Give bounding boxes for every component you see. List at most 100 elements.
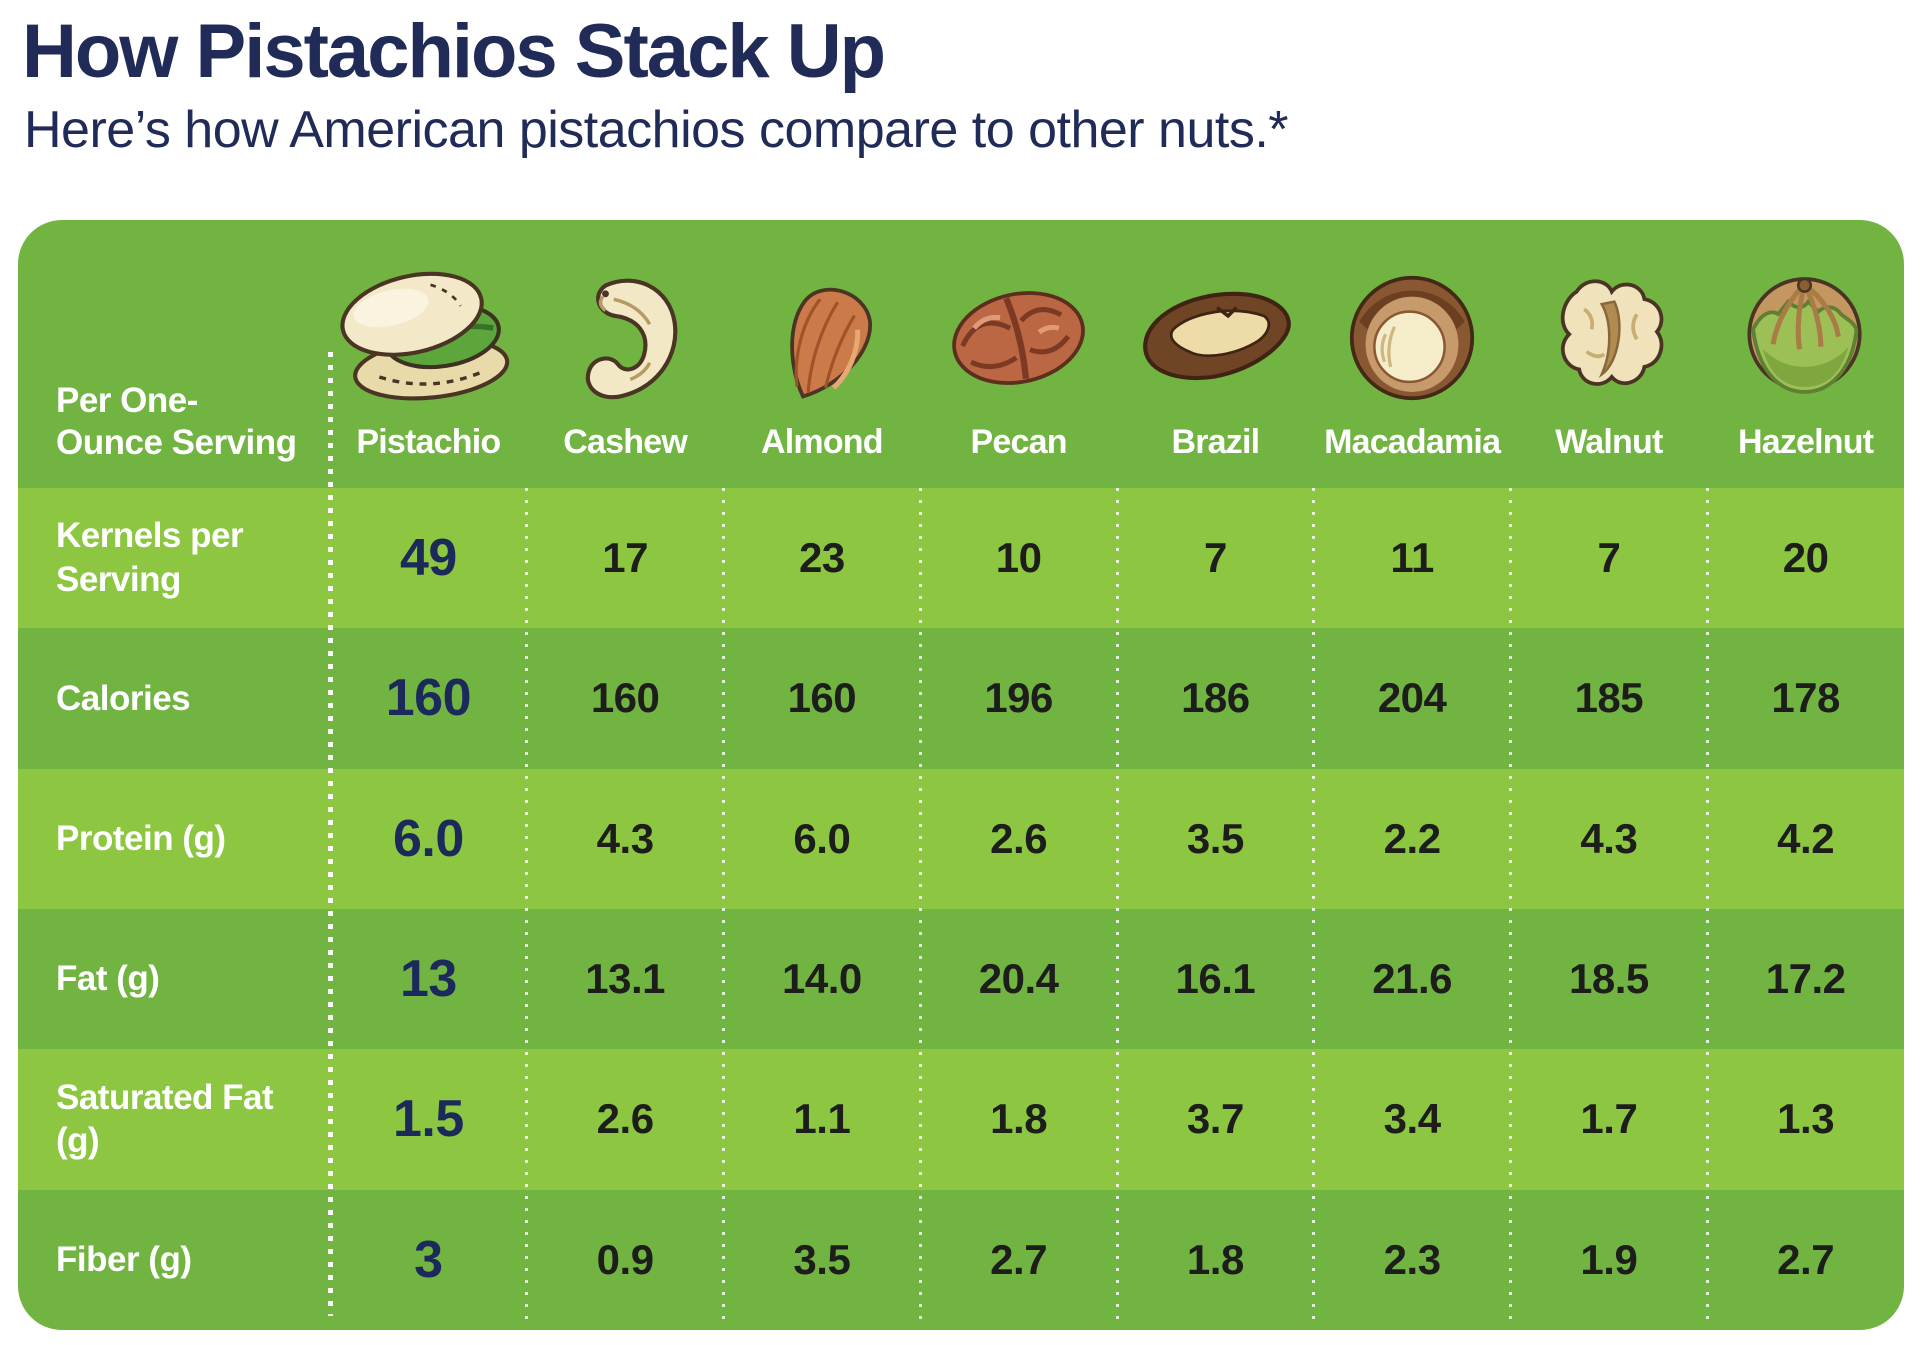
corner-label-line2: Ounce Serving: [56, 423, 297, 462]
cell-value: 160: [590, 674, 660, 722]
column-header-cashew: Cashew: [527, 220, 724, 488]
table-cell: 14.0: [724, 909, 921, 1049]
table-row-fat: Fat (g) 13 13.1 14.0 20.4 16.1 21.6 18.5…: [18, 908, 1904, 1050]
cell-value: 3.5: [793, 1235, 851, 1283]
cell-value: 2.7: [990, 1235, 1048, 1283]
column-header-pecan: Pecan: [920, 220, 1117, 488]
cell-value: 1.8: [990, 1095, 1048, 1143]
cell-value: 178: [1771, 674, 1840, 722]
cell-value: 204: [1377, 674, 1447, 722]
cell-value: 21.6: [1372, 955, 1452, 1003]
row-label-line: Saturated Fat: [56, 1077, 274, 1117]
table-cell: 17: [527, 488, 724, 628]
column-label: Brazil: [1171, 423, 1260, 461]
cell-value: 7: [1203, 534, 1227, 582]
table-cell: 2.2: [1314, 769, 1511, 909]
table-cell: 0.9: [527, 1190, 724, 1330]
table-row-fiber: Fiber (g) 3 0.9 3.5 2.7 1.8 2.3 1.9 2.7: [18, 1189, 1904, 1330]
table-cell: 3.5: [724, 1190, 921, 1330]
row-label: Kernels per Serving: [18, 488, 330, 628]
table-cell: 160: [527, 628, 724, 768]
cell-value: 23: [799, 534, 845, 582]
row-label: Protein (g): [18, 769, 330, 909]
row-label-line: Kernels per: [56, 516, 244, 556]
column-label: Walnut: [1555, 423, 1663, 461]
pecan-icon: [937, 255, 1100, 407]
cell-value: 160: [787, 674, 857, 722]
table-cell: 1.9: [1511, 1190, 1708, 1330]
table-cell: 21.6: [1314, 909, 1511, 1049]
table-cell: 3.4: [1314, 1049, 1511, 1189]
table-cell: 178: [1707, 628, 1904, 768]
table-cell: 4.2: [1707, 769, 1904, 909]
table-cell: 13: [330, 909, 527, 1049]
table-cell: 3.7: [1117, 1049, 1314, 1189]
table-cell: 16.1: [1117, 909, 1314, 1049]
cell-value: 6.0: [793, 814, 851, 862]
table-cell: 3.5: [1117, 769, 1314, 909]
cell-value: 0.9: [596, 1235, 654, 1283]
table-cell: 2.6: [920, 769, 1117, 909]
cashew-icon: [542, 255, 708, 407]
cell-value: 160: [385, 669, 472, 728]
row-label-line: (g): [56, 1121, 100, 1161]
cell-value: 1.9: [1580, 1235, 1638, 1283]
column-label: Pecan: [970, 423, 1068, 461]
cell-value: 3.7: [1186, 1095, 1244, 1143]
almond-icon: [753, 255, 891, 407]
row-label: Fat (g): [18, 909, 330, 1049]
column-header-walnut: Walnut: [1511, 220, 1708, 488]
table-cell: 7: [1511, 488, 1708, 628]
table-cell: 49: [330, 488, 527, 628]
page-subtitle: Here’s how American pistachios compare t…: [24, 101, 1289, 159]
column-label: Macadamia: [1324, 423, 1501, 461]
table-cell: 13.1: [527, 909, 724, 1049]
column-label: Hazelnut: [1737, 423, 1874, 461]
cell-value: 2.3: [1383, 1235, 1441, 1283]
nutrition-table: Per One- Ounce Serving: [18, 220, 1904, 1330]
table-cell: 2.7: [1707, 1190, 1904, 1330]
cell-value: 4.3: [1580, 814, 1638, 862]
cell-value: 185: [1574, 674, 1644, 722]
row-label-line: Fiber (g): [56, 1239, 192, 1279]
cell-value: 196: [984, 674, 1053, 722]
table-cell: 6.0: [724, 769, 921, 909]
column-header-almond: Almond: [724, 220, 921, 488]
table-cell: 6.0: [330, 769, 527, 909]
cell-value: 13: [399, 950, 457, 1009]
column-label: Cashew: [563, 423, 688, 461]
row-label-line: Calories: [56, 678, 191, 718]
cell-value: 20.4: [978, 955, 1059, 1003]
cell-value: 13.1: [585, 955, 665, 1003]
cell-value: 1.1: [793, 1095, 851, 1143]
table-cell: 4.3: [527, 769, 724, 909]
row-label: Saturated Fat (g): [18, 1049, 330, 1189]
column-header-brazil: Brazil: [1117, 220, 1314, 488]
cell-value: 1.7: [1580, 1095, 1638, 1143]
table-cell: 2.7: [920, 1190, 1117, 1330]
cell-value: 10: [995, 534, 1042, 582]
pistachio-icon: [333, 255, 524, 407]
cell-value: 3.5: [1186, 814, 1244, 862]
table-cell: 1.3: [1707, 1049, 1904, 1189]
cell-value: 2.6: [596, 1095, 654, 1143]
table-cell: 1.1: [724, 1049, 921, 1189]
column-header-hazelnut: Hazelnut: [1707, 220, 1904, 488]
table-cell: 1.8: [1117, 1190, 1314, 1330]
corner-label: Per One- Ounce Serving: [18, 220, 330, 488]
table-cell: 1.7: [1511, 1049, 1708, 1189]
table-cell: 196: [920, 628, 1117, 768]
row-label-line: Serving: [56, 560, 181, 600]
cell-value: 2.6: [990, 814, 1048, 862]
table-cell: 23: [724, 488, 921, 628]
table-cell: 3: [330, 1190, 527, 1330]
brazil-nut-icon: [1126, 255, 1305, 407]
table-cell: 186: [1117, 628, 1314, 768]
cell-value: 3.4: [1383, 1095, 1441, 1143]
table-cell: 17.2: [1707, 909, 1904, 1049]
cell-value: 6.0: [392, 809, 464, 868]
cell-value: 16.1: [1175, 955, 1256, 1003]
column-header-pistachio: Pistachio: [330, 220, 527, 488]
table-cell: 20.4: [920, 909, 1117, 1049]
